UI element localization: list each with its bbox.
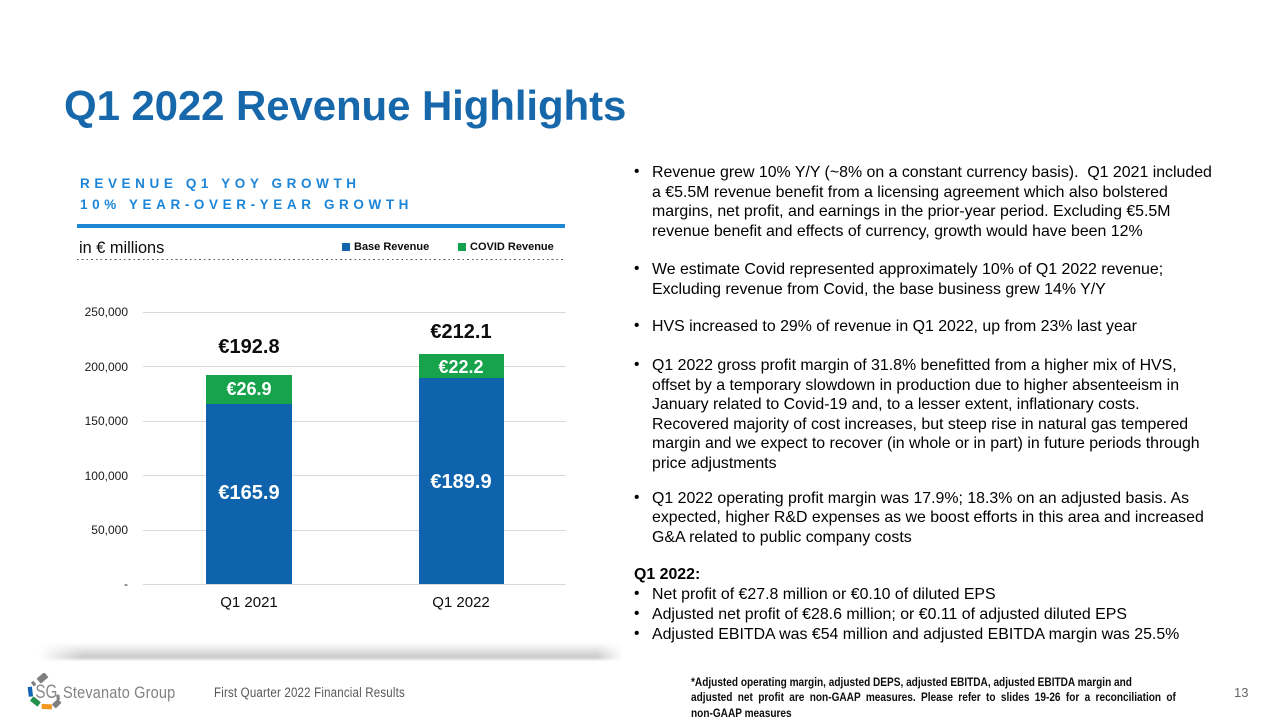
- svg-text:SG: SG: [35, 680, 57, 702]
